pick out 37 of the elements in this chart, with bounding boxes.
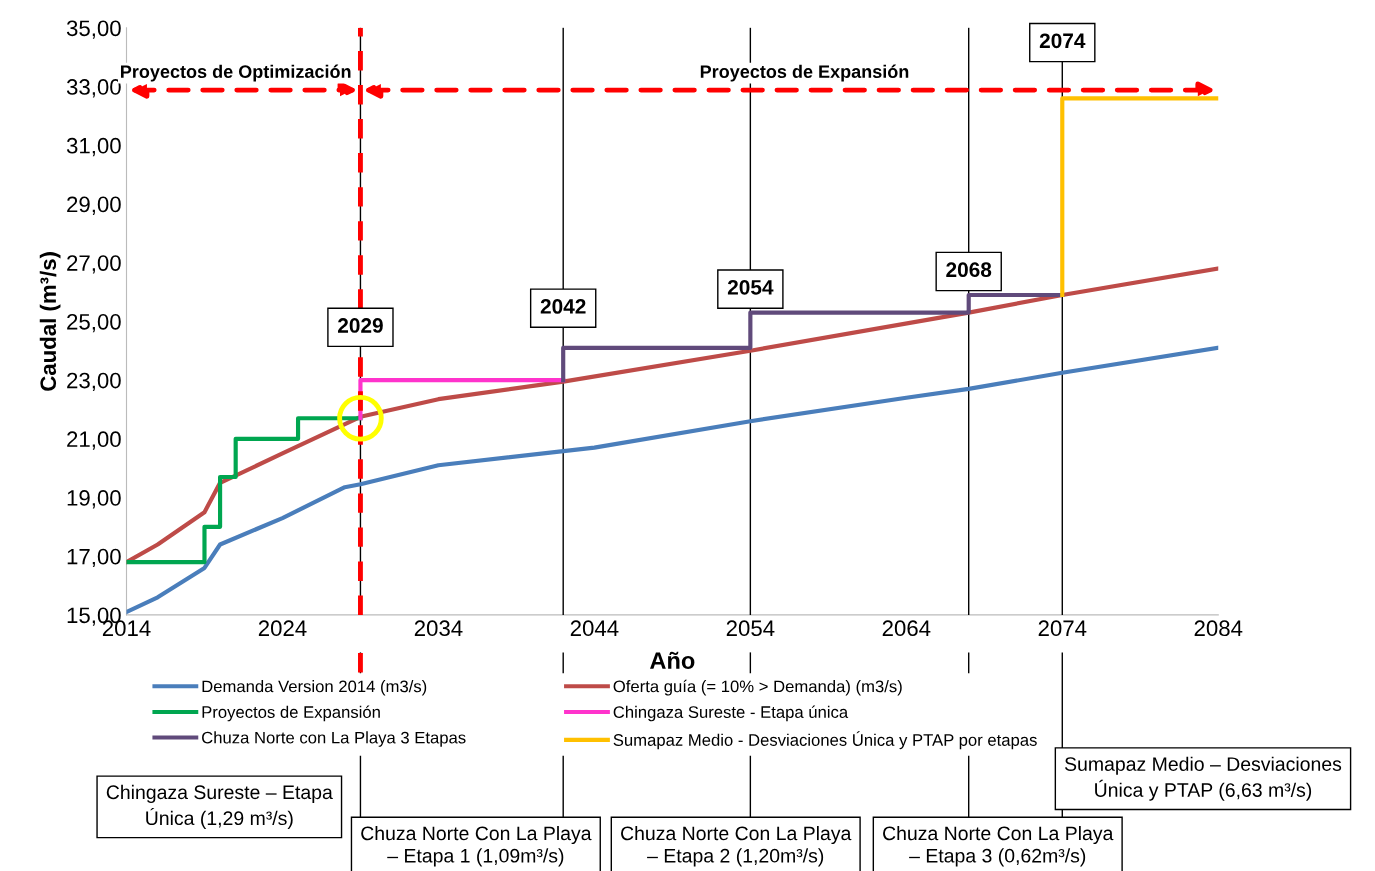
x-tick-label: 2084 (1194, 620, 1243, 637)
x-axis-title: Año (650, 651, 695, 669)
annotation: 2029 (338, 318, 383, 333)
y-tick-label: 27,00 (67, 255, 121, 274)
y-tick-label: 25,00 (67, 313, 121, 333)
legend-label: Chingaza Sureste - Etapa única (613, 705, 849, 722)
text: Chuza Norte Con La Playa – Etapa 2 (1,20m³/s) (621, 825, 852, 867)
y-tick-label: 33,00 (66, 79, 121, 98)
x-tick-label: 2064 (882, 620, 931, 637)
x-tick-label: 2024 (258, 620, 307, 637)
annotation: 2068 (946, 262, 992, 278)
legend-label: Demanda Version 2014 (m3/s) (202, 680, 427, 696)
text: Chuza Norte Con La Playa – Etapa 1 (1,09m³/s) (361, 825, 592, 867)
x-tick-label: 2044 (570, 620, 619, 637)
annotation: 2074 (1039, 33, 1086, 49)
y-tick-label: 31,00 (66, 137, 121, 157)
x-tick-label: 2034 (414, 620, 463, 637)
text: Chingaza Sureste – Etapa Única (1,29 m³/s) (106, 784, 333, 829)
x-tick-label: 2074 (1038, 620, 1087, 637)
y-tick-label: 17,00 (67, 548, 121, 568)
y-tick-label: 35,00 (66, 20, 121, 39)
legend-label: Chuza Norte con La Playa 3 Etapas (202, 731, 466, 747)
annotation: Proyectos de Optimización (121, 64, 351, 82)
y-tick-label: 19,00 (67, 490, 121, 509)
y-tick-label: 21,00 (67, 431, 121, 450)
x-tick-label: 2054 (726, 620, 775, 637)
legend-label: Proyectos de Expansión (202, 705, 380, 722)
text: Sumapaz Medio – Desviaciones Única y PTAP (6,63 m³/s) (1064, 756, 1342, 801)
y-tick-label: 29,00 (67, 196, 121, 215)
y-axis-title: Caudal (m³/s) (39, 252, 61, 391)
legend-label: Oferta guía (= 10% > Demanda) (m3/s) (613, 679, 902, 696)
annotation: Proyectos de Expansión (700, 64, 909, 82)
y-tick-label: 23,00 (67, 372, 121, 391)
annotation: 2054 (727, 279, 774, 295)
annotation: 2042 (540, 299, 586, 314)
text: Chuza Norte Con La Playa – Etapa 3 (0,62m³/s) (883, 825, 1114, 867)
legend-label: Sumapaz Medio - Desviaciones Única y PTAP por etapas (613, 731, 1037, 750)
